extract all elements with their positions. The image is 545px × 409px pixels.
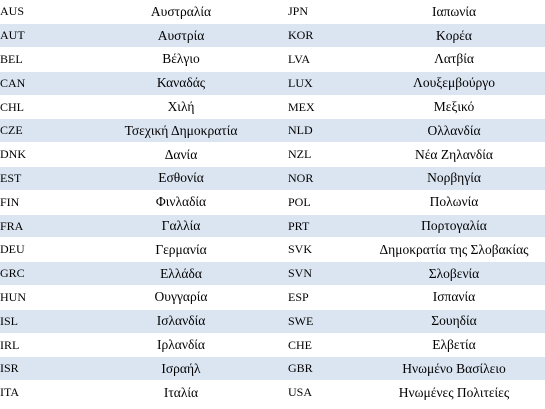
country-code: LUX <box>288 71 363 96</box>
table-row: EST Εσθονία NOR Νορβηγία <box>0 166 545 191</box>
country-name: Ελλάδα <box>74 261 288 287</box>
country-code: IRL <box>0 333 74 358</box>
country-code: NLD <box>288 118 363 144</box>
country-code: POL <box>288 190 363 215</box>
table-row: AUT Αυστρία KOR Κορέα <box>0 23 545 49</box>
table-row: BEL Βέλγιο LVA Λατβία <box>0 47 545 72</box>
country-code: SVN <box>288 261 363 287</box>
country-name: Ελβετία <box>363 333 545 358</box>
table-row: ISL Ισλανδία SWE Σουηδία <box>0 309 545 334</box>
country-code: JPN <box>288 0 363 25</box>
country-code: SVK <box>288 237 363 263</box>
country-code: ESP <box>288 285 363 310</box>
country-name: Κορέα <box>363 23 545 49</box>
country-name: Νέα Ζηλανδία <box>363 142 545 168</box>
country-code: KOR <box>288 23 363 49</box>
country-name: Ιαπωνία <box>363 0 545 25</box>
country-name: Λουξεμβούργο <box>363 71 545 96</box>
country-code: CHE <box>288 333 363 358</box>
country-code: PRT <box>288 214 363 239</box>
country-name: Ολλανδία <box>363 118 545 144</box>
country-code: LVA <box>288 47 363 72</box>
country-name: Γερμανία <box>74 237 288 263</box>
country-name: Αυστραλία <box>74 0 288 25</box>
table-row: HUN Ουγγαρία ESP Ισπανία <box>0 285 545 310</box>
country-code: CAN <box>0 71 74 96</box>
country-name: Ισλανδία <box>74 309 288 334</box>
country-code: CZE <box>0 118 74 144</box>
country-name: Δημοκρατία της Σλοβακίας <box>363 237 545 263</box>
country-name: Τσεχική Δημοκρατία <box>74 118 288 144</box>
country-code: ISL <box>0 309 74 334</box>
country-name: Πορτογαλία <box>363 214 545 239</box>
country-code: MEX <box>288 95 363 120</box>
country-name: Χιλή <box>74 95 288 120</box>
country-name: Βέλγιο <box>74 47 288 72</box>
country-name: Ουγγαρία <box>74 285 288 310</box>
country-name: Σουηδία <box>363 309 545 334</box>
table-row: FIN Φινλαδία POL Πολωνία <box>0 190 545 215</box>
country-code: ITA <box>0 380 74 406</box>
country-name: Γαλλία <box>74 214 288 239</box>
country-code: EST <box>0 166 74 191</box>
table-row: AUS Αυστραλία JPN Ιαπωνία <box>0 0 545 25</box>
table-row: CHL Χιλή MEX Μεξικό <box>0 95 545 120</box>
country-name: Πολωνία <box>363 190 545 215</box>
country-name: Μεξικό <box>363 95 545 120</box>
country-code: FIN <box>0 190 74 215</box>
country-code: DNK <box>0 142 74 168</box>
country-code: AUT <box>0 23 74 49</box>
country-name: Νορβηγία <box>363 166 545 191</box>
country-name: Ιρλανδία <box>74 333 288 358</box>
country-code: GRC <box>0 261 74 287</box>
country-name: Αυστρία <box>74 23 288 49</box>
table-row: DEU Γερμανία SVK Δημοκρατία της Σλοβακία… <box>0 237 545 263</box>
country-name: Φινλαδία <box>74 190 288 215</box>
country-code: DEU <box>0 237 74 263</box>
country-code: FRA <box>0 214 74 239</box>
country-code: GBR <box>288 356 363 382</box>
country-code: SWE <box>288 309 363 334</box>
country-name: Ηνωμένο Βασίλειο <box>363 356 545 382</box>
country-code: CHL <box>0 95 74 120</box>
country-code: NZL <box>288 142 363 168</box>
table-row: ITA Ιταλία USA Ηνωμένες Πολιτείες <box>0 380 545 406</box>
table-row: CAN Καναδάς LUX Λουξεμβούργο <box>0 71 545 96</box>
country-name: Λατβία <box>363 47 545 72</box>
table-row: ISR Ισραήλ GBR Ηνωμένο Βασίλειο <box>0 356 545 382</box>
country-code: HUN <box>0 285 74 310</box>
country-name: Καναδάς <box>74 71 288 96</box>
country-code: NOR <box>288 166 363 191</box>
table-row: CZE Τσεχική Δημοκρατία NLD Ολλανδία <box>0 118 545 144</box>
country-code: ISR <box>0 356 74 382</box>
country-name: Δανία <box>74 142 288 168</box>
country-code: AUS <box>0 0 74 25</box>
country-code: USA <box>288 380 363 406</box>
table-row: GRC Ελλάδα SVN Σλοβενία <box>0 261 545 287</box>
table-row: FRA Γαλλία PRT Πορτογαλία <box>0 214 545 239</box>
country-name: Εσθονία <box>74 166 288 191</box>
country-name: Σλοβενία <box>363 261 545 287</box>
country-name: Ηνωμένες Πολιτείες <box>363 380 545 406</box>
country-name: Ισπανία <box>363 285 545 310</box>
country-name: Ισραήλ <box>74 356 288 382</box>
country-name: Ιταλία <box>74 380 288 406</box>
table-row: DNK Δανία NZL Νέα Ζηλανδία <box>0 142 545 168</box>
country-code: BEL <box>0 47 74 72</box>
table-row: IRL Ιρλανδία CHE Ελβετία <box>0 333 545 358</box>
